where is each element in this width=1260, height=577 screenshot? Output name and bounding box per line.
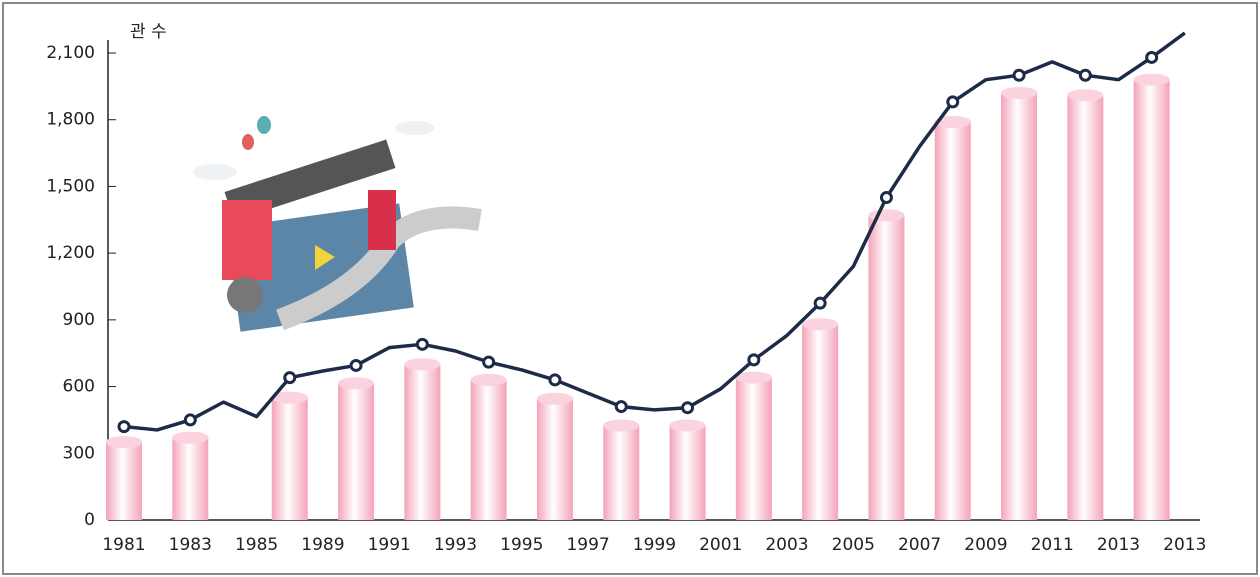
y-tick-label: 900 [63,310,95,330]
bar [338,377,375,520]
line-marker [1012,68,1026,82]
line-marker [482,355,496,369]
y-tick-label: 1,800 [46,110,95,130]
x-tick-label: 2001 [699,535,742,555]
line-marker [415,337,429,351]
x-tick-label: 1985 [235,535,278,555]
bar [404,358,441,520]
bar-cap [271,391,308,404]
x-tick-label: 2013 [1163,535,1206,555]
y-tick-label: 2,100 [46,43,95,63]
x-tick-label: 1981 [102,535,145,555]
bar-cap [1067,89,1104,102]
x-tick-label: 1989 [301,535,344,555]
bar-cap [536,392,573,405]
bar [669,419,706,520]
bar [735,371,772,520]
bar [172,431,209,520]
x-tick-label: 1997 [566,535,609,555]
x-tick-label: 1995 [500,535,543,555]
bar-cap [669,419,706,432]
bar [536,392,573,520]
bar [603,419,640,520]
line-marker [117,420,131,434]
bar [271,391,308,520]
illustration [193,116,482,332]
line-marker [1078,68,1092,82]
x-tick-label: 2013 [1097,535,1140,555]
line-marker [813,296,827,310]
line-marker [681,401,695,415]
x-tick-label: 2007 [898,535,941,555]
bar [1133,73,1170,520]
bar-cap [338,377,375,390]
line-marker [183,413,197,427]
line-marker [946,95,960,109]
y-tick-label: 1,200 [46,243,95,263]
bar [868,209,905,520]
line-marker [548,373,562,387]
bar [802,318,839,520]
y-tick-label: 1,500 [46,176,95,196]
line [123,31,1186,432]
bar-cap [106,436,142,449]
line-marker [614,400,628,414]
x-tick-label: 1993 [434,535,477,555]
bar [470,373,507,520]
y-axis-label: 관 수 [130,22,167,42]
bar [106,436,142,520]
bar [1001,87,1038,520]
y-tick-label: 600 [63,377,95,397]
x-tick-label: 2011 [1031,535,1074,555]
bar-cap [172,431,209,444]
bar-cap [470,373,507,386]
line-marker [349,358,363,372]
bar-cap [934,115,971,128]
bar-cap [735,371,772,384]
x-tick-label: 1991 [368,535,411,555]
line-marker [879,191,893,205]
line-marker [747,353,761,367]
x-tick-label: 2003 [765,535,808,555]
bar-cap [603,419,640,432]
x-tick-label: 2005 [832,535,875,555]
bar-cap [802,318,839,331]
bar [934,115,971,520]
line-marker [283,371,297,385]
y-tick-label: 0 [84,510,95,530]
x-tick-label: 2009 [964,535,1007,555]
bar [1067,89,1104,520]
bar-cap [1001,87,1038,100]
bar-cap [404,358,441,371]
y-tick-label: 300 [63,443,95,463]
x-tick-label: 1983 [169,535,212,555]
bar-cap [868,209,905,222]
line-marker [1145,50,1159,64]
x-tick-label: 1999 [633,535,676,555]
bar-cap [1133,73,1170,86]
